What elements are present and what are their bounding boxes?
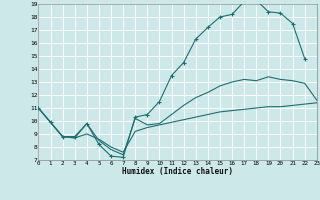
X-axis label: Humidex (Indice chaleur): Humidex (Indice chaleur)	[122, 167, 233, 176]
